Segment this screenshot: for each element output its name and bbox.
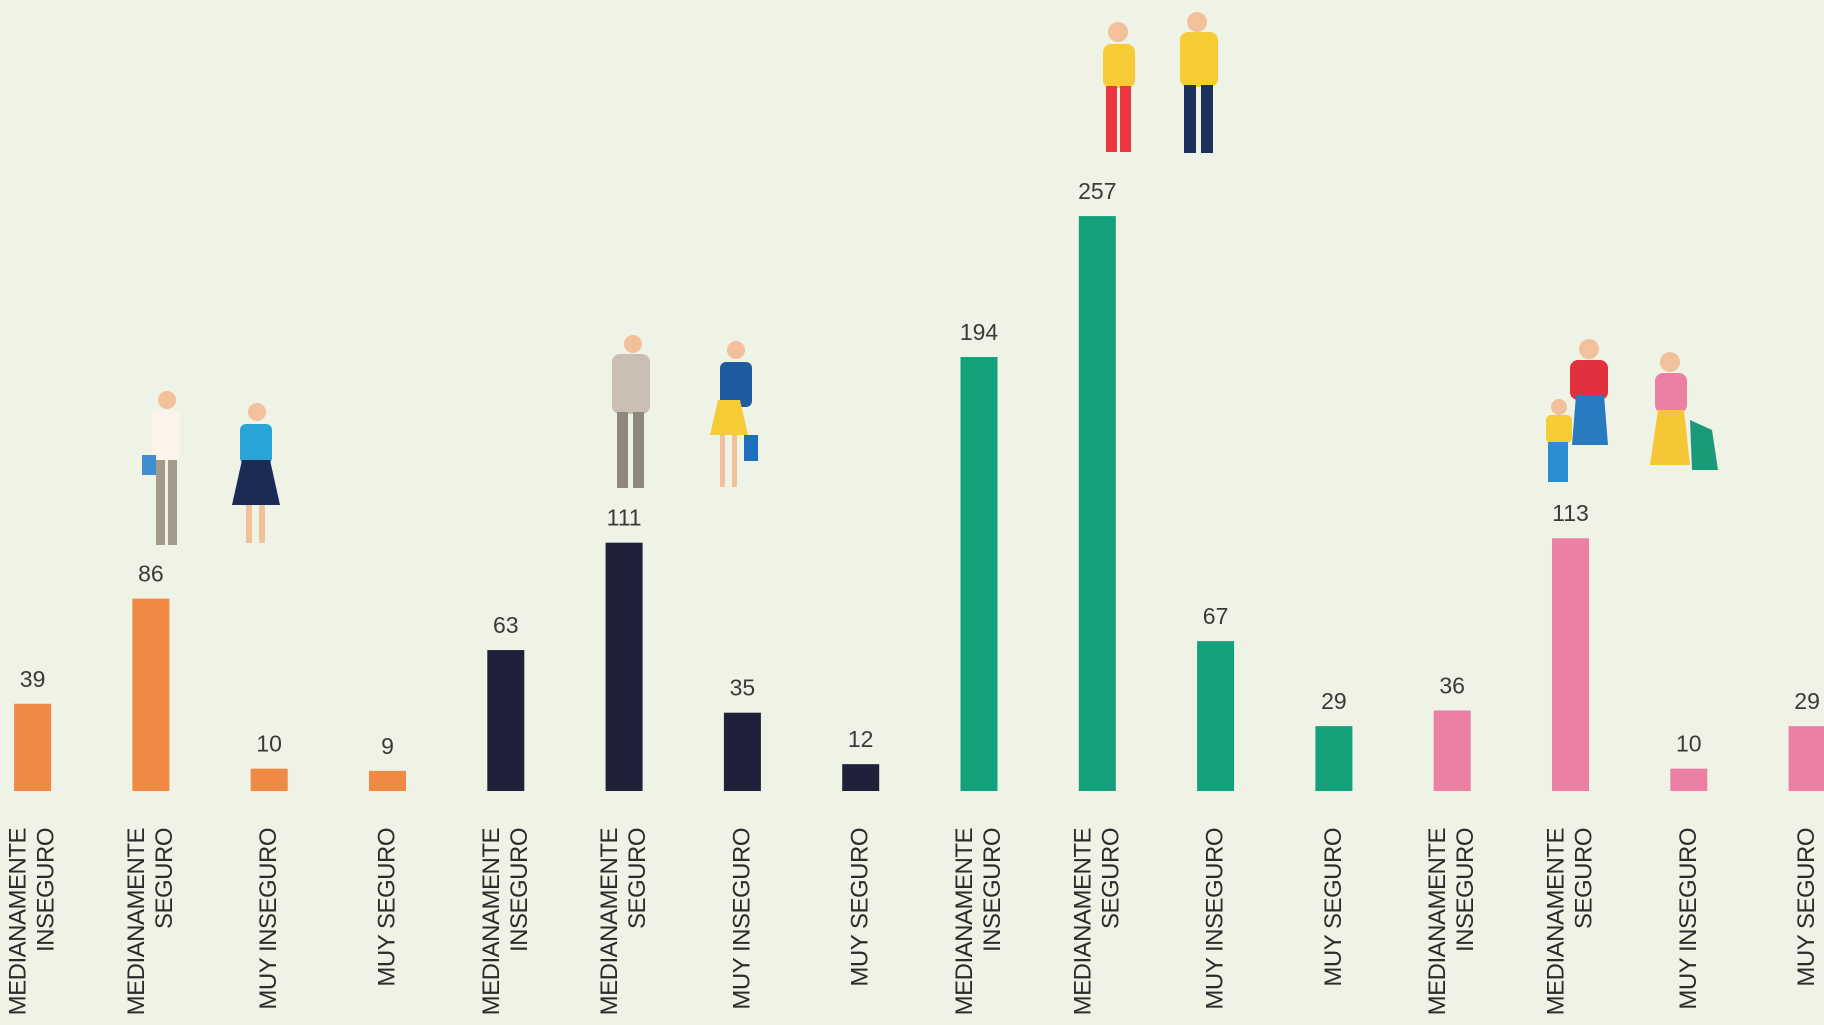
value-label: 257	[1078, 178, 1116, 204]
category-label: MEDIANAMENTE SEGURO	[122, 828, 178, 1016]
bar	[605, 542, 643, 791]
category-label: MEDIANAMENTE INSEGURO	[1424, 828, 1480, 1016]
bar	[487, 650, 525, 791]
bar	[369, 770, 406, 791]
bar	[1433, 710, 1471, 791]
illustration	[142, 12, 1718, 545]
bar	[960, 357, 998, 791]
category-label: MUY INSEGURO	[728, 828, 756, 1010]
value-label: 113	[1552, 500, 1589, 526]
category-label: MUY INSEGURO	[1201, 828, 1229, 1010]
value-label: 63	[493, 612, 519, 638]
category-label: MEDIANAMENTE SEGURO	[1069, 828, 1125, 1016]
bar	[1670, 768, 1708, 791]
category-label: MEDIANAMENTE SEGURO	[596, 828, 652, 1016]
category-label: MUY SEGURO	[373, 828, 401, 987]
bar	[1788, 726, 1824, 791]
category-label: MEDIANAMENTE INSEGURO	[951, 828, 1006, 1016]
value-label: 39	[20, 666, 46, 692]
bar	[1552, 538, 1589, 791]
bar	[132, 598, 170, 791]
value-label: 194	[960, 319, 999, 345]
value-label: 36	[1439, 672, 1465, 698]
bar	[1197, 641, 1235, 791]
category-label: MEDIANAMENTE INSEGURO	[477, 828, 533, 1016]
bar	[14, 703, 52, 791]
value-label: 9	[381, 733, 394, 759]
category-label: MEDIANAMENTE INSEGURO	[4, 828, 60, 1016]
value-label: 12	[848, 726, 874, 752]
category-label: MEDIANAMENTE SEGURO	[1542, 828, 1598, 1016]
value-label: 10	[1676, 731, 1702, 757]
category-label: MUY SEGURO	[846, 828, 874, 987]
bar	[723, 712, 761, 791]
value-label: 35	[730, 675, 756, 701]
category-label: MUY SEGURO	[1319, 828, 1347, 987]
value-label: 111	[607, 505, 642, 531]
category-label: MUY INSEGURO	[255, 828, 283, 1010]
value-label: 86	[138, 561, 164, 587]
bar	[1315, 726, 1353, 791]
value-label: 29	[1794, 688, 1820, 714]
bar	[250, 768, 288, 791]
bar	[1078, 216, 1116, 791]
bar	[842, 764, 880, 791]
value-label: 10	[256, 731, 282, 757]
value-label: 67	[1203, 603, 1229, 629]
category-label: MUY INSEGURO	[1674, 828, 1702, 1010]
category-label: MUY SEGURO	[1793, 828, 1821, 987]
value-label: 29	[1321, 688, 1347, 714]
